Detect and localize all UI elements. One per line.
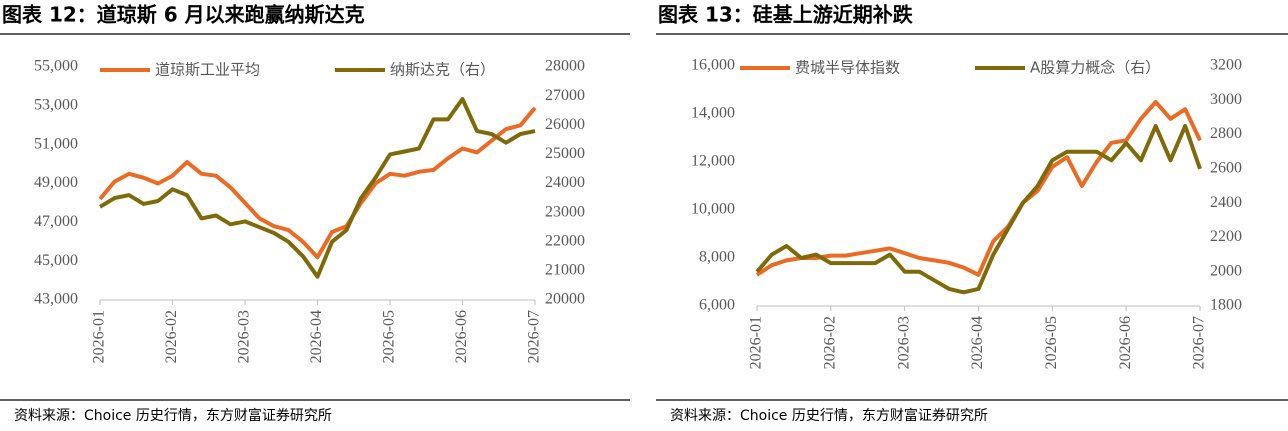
y2-tick-label: 2600 — [1210, 160, 1242, 177]
y-tick-label: 47,000 — [34, 213, 78, 230]
x-tick-label: 2026-05 — [381, 310, 398, 363]
x-tick-label: 2026-02 — [822, 316, 839, 369]
x-tick-label: 2026-02 — [163, 310, 180, 363]
x-tick-label: 2026-06 — [453, 310, 470, 363]
x-tick-label: 2026-06 — [1117, 316, 1134, 369]
series-line — [98, 97, 536, 279]
source-note: 资料来源：Choice 历史行情，东方财富证券研究所 — [14, 407, 332, 424]
source-note: 资料来源：Choice 历史行情，东方财富证券研究所 — [670, 407, 988, 424]
y2-tick-label: 25000 — [545, 145, 585, 162]
y2-tick-label: 26000 — [545, 116, 585, 133]
y-tick-label: 8,000 — [699, 249, 735, 266]
y-tick-label: 6,000 — [699, 297, 735, 314]
y-tick-label: 12,000 — [691, 153, 735, 170]
y-tick-label: 16,000 — [691, 57, 735, 74]
x-tick-label: 2026-03 — [236, 310, 253, 363]
x-tick-label: 2026-04 — [308, 310, 325, 363]
x-tick-label: 2026-05 — [1043, 316, 1060, 369]
y2-tick-label: 23000 — [545, 203, 585, 220]
y-tick-label: 53,000 — [34, 97, 78, 114]
y2-tick-label: 27000 — [545, 87, 585, 104]
y-tick-label: 14,000 — [691, 105, 735, 122]
series-line — [98, 106, 537, 260]
y2-tick-label: 22000 — [545, 232, 585, 249]
y2-tick-label: 3000 — [1210, 91, 1242, 108]
chart-title: 图表 13：硅基上游近期补跌 — [658, 3, 914, 27]
y2-tick-label: 1800 — [1210, 297, 1242, 314]
y-tick-label: 49,000 — [34, 174, 78, 191]
y2-tick-label: 28000 — [545, 58, 585, 75]
legend-label: A股算力概念（右） — [1030, 59, 1160, 77]
y2-tick-label: 2400 — [1210, 194, 1242, 211]
legend-label: 费城半导体指数 — [795, 59, 900, 77]
y2-tick-label: 2800 — [1210, 125, 1242, 142]
y2-tick-label: 3200 — [1210, 57, 1242, 74]
y-tick-label: 10,000 — [691, 201, 735, 218]
y2-tick-label: 24000 — [545, 174, 585, 191]
series-line — [755, 100, 1202, 277]
legend-label: 纳斯达克（右） — [390, 61, 495, 79]
y-tick-label: 55,000 — [34, 58, 78, 75]
legend-label: 道琼斯工业平均 — [155, 61, 260, 79]
y2-tick-label: 2200 — [1210, 228, 1242, 245]
x-tick-label: 2026-01 — [91, 310, 108, 363]
x-tick-label: 2026-01 — [748, 316, 765, 369]
chart-title: 图表 12：道琼斯 6 月以来跑赢纳斯达克 — [2, 3, 365, 27]
x-tick-label: 2026-07 — [526, 310, 543, 363]
x-tick-label: 2026-03 — [895, 316, 912, 369]
x-tick-label: 2026-04 — [969, 316, 986, 369]
series-line — [755, 124, 1202, 295]
y-tick-label: 51,000 — [34, 135, 78, 152]
y-tick-label: 43,000 — [34, 291, 78, 308]
y2-tick-label: 21000 — [545, 262, 585, 279]
y-tick-label: 45,000 — [34, 252, 78, 269]
x-tick-label: 2026-07 — [1191, 316, 1208, 369]
y2-tick-label: 20000 — [545, 291, 585, 308]
y2-tick-label: 2000 — [1210, 262, 1242, 279]
